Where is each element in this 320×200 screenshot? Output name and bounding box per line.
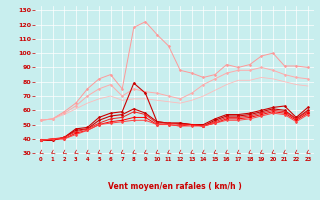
X-axis label: Vent moyen/en rafales ( km/h ): Vent moyen/en rafales ( km/h ) — [108, 182, 241, 191]
